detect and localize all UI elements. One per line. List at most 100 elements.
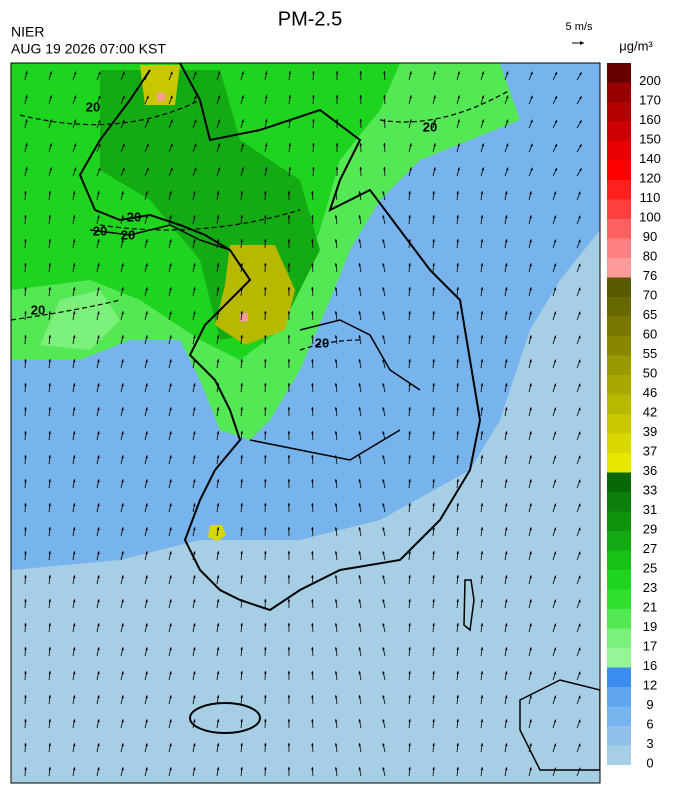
- wind-arrow-head: [382, 695, 385, 699]
- wind-arrow-head: [72, 383, 76, 387]
- wind-arrow-head: [480, 767, 484, 770]
- wind-arrow-head: [98, 167, 101, 171]
- wind-arrow-head: [311, 359, 314, 362]
- wind-arrow-head: [146, 119, 149, 123]
- wind-arrow-head: [73, 71, 77, 75]
- wind-arrow-head: [193, 335, 196, 339]
- wind-arrow-head: [97, 479, 100, 483]
- wind-arrow-head: [145, 455, 148, 459]
- wind-arrow-head: [504, 311, 508, 315]
- wind-arrow-head: [145, 479, 148, 483]
- wind-arrow-head: [169, 287, 172, 291]
- colorbar-tick-label: 21: [643, 599, 657, 614]
- wind-arrow-head: [456, 311, 460, 314]
- wind-arrow-head: [217, 95, 221, 99]
- wind-arrow-head: [382, 671, 385, 675]
- wind-arrow-head: [72, 599, 76, 603]
- contour-labels: 20 20 20 20 20 20 20: [31, 99, 437, 350]
- wind-arrow-head: [216, 623, 220, 627]
- wind-arrow-head: [480, 191, 484, 194]
- wind-arrow-head: [382, 287, 385, 291]
- wind-arrow-head: [122, 167, 125, 171]
- wind-arrow-head: [97, 503, 100, 507]
- wind-arrow-head: [193, 623, 196, 627]
- wind-arrow-head: [505, 143, 509, 147]
- wind-arrow-head: [169, 695, 172, 699]
- wind-arrow-head: [408, 407, 411, 410]
- wind-arrow-head: [456, 503, 460, 506]
- wind-arrow-head: [121, 695, 124, 699]
- wind-arrow-head: [432, 407, 435, 410]
- wind-arrow-head: [72, 239, 76, 243]
- colorbar-tick-label: 55: [643, 346, 657, 361]
- wind-arrow-head: [121, 263, 124, 267]
- wind-arrow-head: [578, 287, 581, 291]
- wind-arrow-head: [73, 95, 77, 99]
- wind-arrow-head: [264, 71, 268, 75]
- wind-arrow-head: [240, 239, 243, 242]
- wind-arrow-head: [529, 215, 532, 219]
- wind-arrow-head: [432, 263, 435, 266]
- wind-arrow-head: [264, 263, 267, 266]
- wind-arrow-head: [456, 599, 460, 602]
- wind-arrow-head: [217, 71, 221, 75]
- wind-arrow-head: [193, 407, 196, 411]
- wind-arrow-head: [504, 239, 508, 243]
- wind-arrow-head: [169, 311, 172, 315]
- colorbar-box: [607, 550, 631, 570]
- wind-arrow-head: [97, 359, 100, 363]
- wind-arrow-head: [145, 671, 148, 675]
- wind-arrow-head: [382, 215, 385, 219]
- wind-arrow-head: [456, 239, 460, 242]
- wind-arrow-head: [311, 383, 314, 386]
- colorbar-tick-label: 25: [643, 560, 657, 575]
- wind-arrow-head: [312, 95, 315, 98]
- wind-arrow-head: [529, 719, 532, 723]
- wind-arrow-head: [408, 335, 411, 338]
- wind-arrow-head: [408, 263, 411, 266]
- wind-arrow-head: [529, 311, 532, 315]
- wind-arrow-head: [578, 383, 581, 387]
- wind-arrow-head: [529, 239, 532, 243]
- wind-arrow-head: [311, 455, 314, 458]
- wind-arrow-head: [578, 239, 581, 243]
- wind-arrow-head: [122, 95, 125, 99]
- wind-arrow-head: [554, 71, 558, 75]
- wind-arrow-head: [98, 95, 101, 99]
- wind-arrow-head: [578, 431, 581, 435]
- wind-arrow-head: [382, 575, 385, 579]
- wind-arrow-head: [48, 767, 52, 770]
- wind-arrow-head: [504, 647, 508, 651]
- wind-arrow-head: [480, 551, 484, 554]
- wind-arrow-head: [456, 287, 460, 290]
- colorbar-tick-label: 31: [643, 502, 657, 517]
- wind-arrow-head: [48, 479, 52, 482]
- wind-arrow-head: [529, 623, 532, 627]
- wind-arrow-head: [49, 167, 52, 171]
- datetime: AUG 19 2026 07:00 KST: [11, 41, 166, 57]
- agency: NIER: [11, 24, 44, 40]
- colorbar-box: [607, 628, 631, 648]
- wind-arrow-head: [97, 431, 100, 435]
- wind-arrow-head: [456, 479, 460, 482]
- colorbar-tick-label: 110: [640, 190, 661, 205]
- wind-arrow-head: [480, 647, 484, 650]
- wind-arrow-head: [48, 647, 52, 650]
- wind-arrow-head: [311, 695, 314, 698]
- wind-arrow-head: [288, 71, 292, 74]
- wind-arrow-head: [504, 527, 508, 531]
- wind-arrow-head: [264, 623, 267, 626]
- colorbar-box: [607, 297, 631, 317]
- wind-arrow-head: [481, 143, 485, 147]
- wind-arrow-head: [73, 167, 77, 171]
- colorbar-box: [607, 102, 631, 122]
- wind-arrows: [24, 70, 582, 777]
- wind-arrow-head: [358, 551, 362, 555]
- wind-arrow-head: [240, 311, 243, 314]
- wind-arrow-head: [193, 119, 197, 123]
- yellow-zone: [215, 245, 295, 345]
- contour-label: 20: [423, 119, 437, 134]
- wind-arrow-head: [287, 599, 291, 602]
- wind-arrow-head: [408, 623, 411, 626]
- wind-arrow-head: [382, 767, 385, 771]
